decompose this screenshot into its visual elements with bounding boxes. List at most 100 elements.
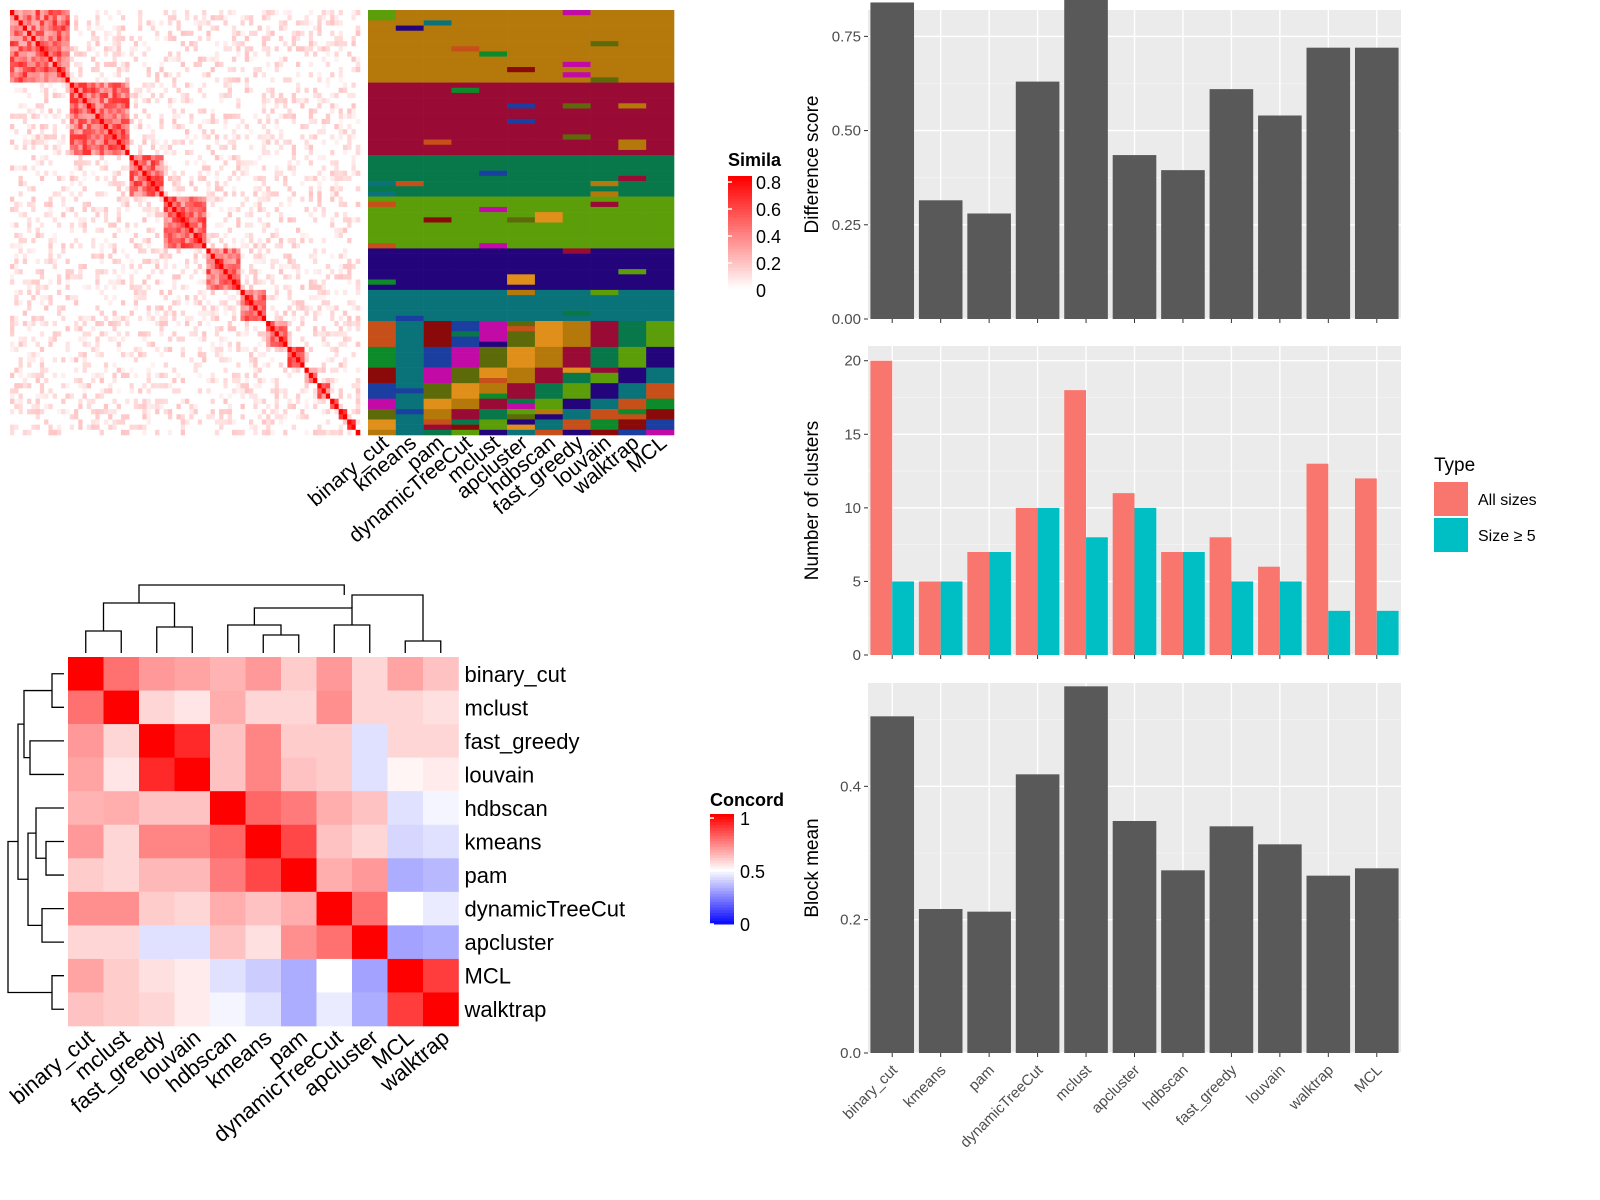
similarity-cell bbox=[313, 217, 318, 223]
similarity-cell bbox=[197, 320, 203, 327]
similarity-cell bbox=[155, 279, 160, 285]
similarity-cell bbox=[65, 253, 71, 260]
similarity-cell bbox=[133, 269, 139, 275]
similarity-cell bbox=[300, 82, 305, 89]
similarity-cell bbox=[44, 72, 49, 78]
similarity-cell bbox=[159, 108, 164, 114]
similarity-cell bbox=[193, 238, 199, 244]
similarity-cell bbox=[355, 181, 361, 187]
similarity-cell bbox=[317, 124, 322, 130]
similarity-cell bbox=[14, 279, 19, 285]
similarity-cell bbox=[270, 206, 275, 213]
similarity-cell bbox=[355, 170, 361, 177]
similarity-cell bbox=[74, 124, 79, 130]
similarity-cell bbox=[176, 258, 182, 265]
similarity-cell bbox=[48, 238, 53, 244]
similarity-cell bbox=[133, 191, 139, 197]
similarity-cell bbox=[330, 253, 335, 260]
similarity-cell bbox=[227, 10, 233, 16]
similarity-cell bbox=[334, 243, 339, 249]
similarity-cell bbox=[112, 124, 118, 130]
similarity-cell bbox=[120, 315, 126, 322]
similarity-cell bbox=[338, 155, 344, 161]
similarity-cell bbox=[325, 72, 331, 78]
similarity-cell bbox=[253, 10, 258, 16]
similarity-cell bbox=[231, 108, 237, 114]
similarity-cell bbox=[91, 191, 96, 197]
similarity-cell bbox=[48, 212, 53, 218]
similarity-cell bbox=[185, 108, 190, 114]
similarity-cell bbox=[159, 191, 164, 197]
similarity-cell bbox=[91, 320, 96, 327]
similarity-cell bbox=[283, 139, 288, 146]
similarity-cell bbox=[304, 305, 310, 311]
similarity-cell bbox=[172, 181, 177, 187]
similarity-cell bbox=[103, 217, 109, 223]
similarity-cell bbox=[146, 56, 152, 63]
similarity-cell bbox=[313, 87, 318, 94]
similarity-cell bbox=[18, 196, 24, 203]
similarity-cell bbox=[193, 201, 199, 208]
similarity-cell bbox=[274, 108, 280, 114]
similarity-cell bbox=[321, 232, 327, 239]
similarity-cell bbox=[291, 51, 297, 57]
similarity-cell bbox=[44, 238, 49, 244]
similarity-cell bbox=[48, 35, 53, 42]
similarity-cell bbox=[176, 61, 182, 68]
similarity-cell bbox=[108, 186, 113, 192]
similarity-cell bbox=[86, 41, 92, 47]
similarity-cell bbox=[257, 269, 263, 275]
similarity-cell bbox=[257, 274, 263, 280]
similarity-cell bbox=[287, 103, 293, 109]
similarity-cell bbox=[330, 212, 335, 218]
similarity-cell bbox=[99, 305, 105, 311]
similarity-cell bbox=[78, 238, 83, 244]
similarity-cell bbox=[74, 92, 79, 99]
similarity-cell bbox=[206, 232, 211, 239]
similarity-cell bbox=[103, 181, 109, 187]
similarity-cell bbox=[14, 144, 19, 151]
similarity-cell bbox=[22, 139, 28, 146]
similarity-cell bbox=[313, 129, 318, 135]
similarity-cell bbox=[193, 310, 199, 317]
similarity-cell bbox=[95, 191, 100, 197]
similarity-cell bbox=[129, 186, 135, 192]
similarity-cell bbox=[325, 310, 331, 317]
similarity-cell bbox=[56, 108, 62, 114]
similarity-cell bbox=[330, 201, 335, 208]
similarity-cell bbox=[138, 310, 143, 317]
similarity-cell bbox=[266, 206, 271, 213]
similarity-cell bbox=[227, 77, 233, 83]
similarity-cell bbox=[31, 82, 36, 89]
similarity-cell bbox=[133, 238, 139, 244]
similarity-cell bbox=[112, 10, 118, 16]
similarity-cell bbox=[167, 191, 173, 197]
similarity-cell bbox=[278, 118, 284, 125]
similarity-cell bbox=[108, 155, 113, 161]
similarity-cell bbox=[261, 72, 267, 78]
similarity-cell bbox=[27, 238, 32, 244]
similarity-cell bbox=[86, 77, 92, 83]
similarity-cell bbox=[146, 139, 152, 146]
similarity-cell bbox=[74, 170, 79, 177]
similarity-cell bbox=[278, 196, 284, 203]
similarity-cell bbox=[22, 243, 28, 249]
similarity-cell bbox=[103, 103, 109, 109]
similarity-cell bbox=[108, 232, 113, 239]
similarity-cell bbox=[202, 72, 207, 78]
similarity-cell bbox=[10, 206, 15, 213]
similarity-cell bbox=[313, 191, 318, 197]
similarity-cell bbox=[95, 165, 100, 171]
similarity-cell bbox=[287, 10, 293, 16]
similarity-cell bbox=[321, 92, 327, 99]
similarity-cell bbox=[133, 10, 139, 16]
similarity-cell bbox=[133, 175, 139, 182]
similarity-cell bbox=[257, 61, 263, 68]
similarity-cell bbox=[172, 98, 177, 104]
similarity-cell bbox=[283, 191, 288, 197]
similarity-cell bbox=[249, 124, 254, 130]
similarity-cell bbox=[253, 243, 258, 249]
similarity-cell bbox=[274, 295, 280, 301]
similarity-cell bbox=[31, 196, 36, 203]
similarity-cell bbox=[351, 227, 357, 234]
